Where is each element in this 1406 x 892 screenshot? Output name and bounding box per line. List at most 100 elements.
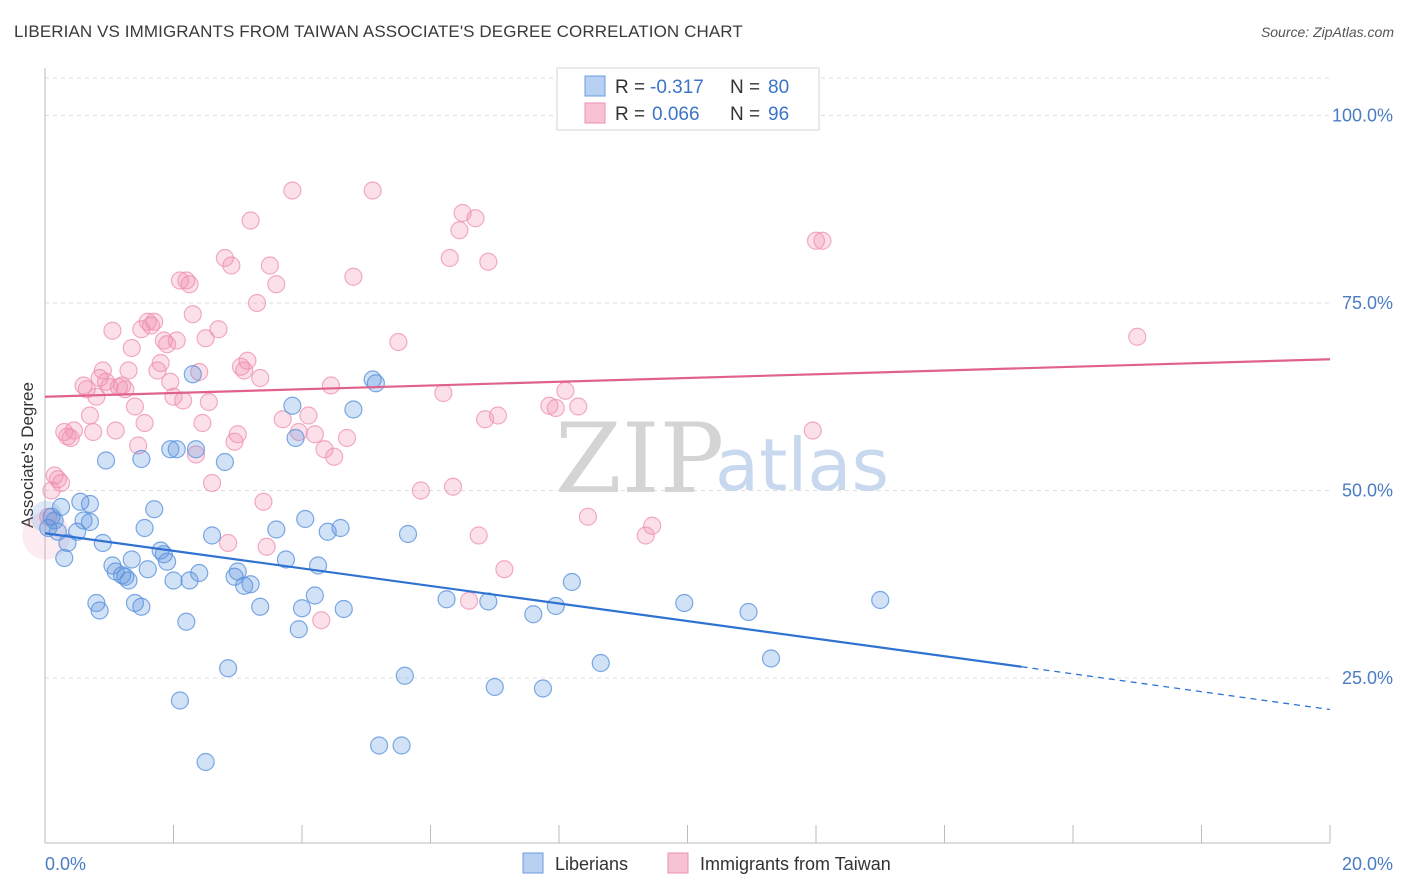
point-liberians-42 [219, 659, 238, 678]
point-liberians-76 [739, 602, 758, 622]
point-liberians-49 [276, 550, 296, 569]
point-taiwan-40 [174, 391, 193, 410]
point-taiwan-52 [219, 533, 238, 553]
point-taiwan-8 [64, 421, 84, 440]
point-taiwan-102 [1128, 327, 1147, 346]
point-liberians-39 [196, 752, 215, 772]
series-legend-swatch-pink [667, 852, 689, 874]
point-taiwan-61 [251, 368, 270, 388]
point-taiwan-89 [479, 252, 498, 271]
trend-lines [44, 358, 1331, 711]
legend-n-label-2: N = [730, 104, 760, 125]
point-taiwan-12 [84, 422, 103, 442]
point-liberians-54 [296, 509, 315, 529]
point-taiwan-44 [186, 445, 206, 464]
point-liberians-64 [392, 736, 411, 755]
y-tick-label-0: 100.0% [1332, 106, 1393, 126]
point-taiwan-62 [254, 492, 273, 511]
point-taiwan-25 [125, 397, 145, 416]
legend-swatch-blue [584, 75, 606, 97]
point-liberians-40 [202, 526, 222, 545]
series-legend: Liberians Immigrants from Taiwan [522, 852, 891, 874]
point-taiwan-77 [363, 181, 382, 200]
point-taiwan-63 [257, 537, 276, 556]
legend-swatch-pink [584, 102, 606, 124]
trend-line-liberians-dashed [1021, 666, 1331, 711]
series-legend-swatch-blue [522, 852, 544, 874]
point-liberians-4 [55, 548, 74, 568]
point-liberians-59 [334, 599, 353, 619]
point-taiwan-36 [161, 372, 180, 391]
point-taiwan-1 [42, 481, 61, 500]
point-taiwan-82 [443, 477, 463, 496]
point-liberians-48 [267, 520, 286, 539]
point-taiwan-73 [321, 376, 341, 395]
point-taiwan-95 [569, 397, 588, 416]
point-taiwan-98 [643, 516, 662, 535]
point-taiwan-79 [411, 481, 430, 500]
point-liberians-55 [305, 586, 324, 605]
point-taiwan-96 [578, 507, 598, 526]
point-taiwan-101 [813, 231, 832, 250]
point-liberians-77 [761, 649, 781, 668]
point-taiwan-66 [273, 410, 292, 429]
point-taiwan-10 [77, 380, 96, 399]
point-taiwan-46 [193, 413, 212, 433]
point-taiwan-87 [469, 526, 488, 545]
point-taiwan-13 [87, 387, 106, 406]
point-liberians-30 [161, 440, 180, 459]
point-liberians-45 [235, 576, 254, 595]
point-taiwan-65 [267, 275, 286, 294]
point-taiwan-28 [135, 413, 154, 433]
point-liberians-66 [398, 524, 418, 544]
axes [44, 68, 1331, 844]
point-taiwan-58 [238, 351, 257, 370]
point-taiwan-91 [495, 560, 514, 579]
point-liberians-67 [437, 590, 456, 609]
point-taiwan-55 [228, 425, 247, 444]
series-liberians-points [30, 365, 890, 772]
point-taiwan-53 [222, 256, 241, 275]
point-taiwan-86 [466, 209, 485, 228]
point-liberians-74 [591, 653, 610, 673]
trend-line-taiwan [44, 358, 1331, 398]
point-liberians-37 [186, 440, 206, 459]
point-taiwan-48 [199, 392, 218, 412]
point-liberians-26 [145, 500, 164, 519]
point-taiwan-4 [51, 473, 71, 493]
point-liberians-75 [675, 593, 694, 613]
point-taiwan-18 [103, 321, 122, 340]
point-taiwan-76 [344, 267, 363, 286]
point-liberians-41 [215, 452, 234, 472]
point-taiwan-26 [129, 436, 148, 455]
y-tick-label-2: 50.0% [1342, 481, 1393, 501]
point-taiwan-67 [283, 181, 302, 200]
point-liberians-70 [524, 605, 543, 624]
point-taiwan-93 [546, 398, 565, 418]
point-liberians-9 [80, 512, 100, 532]
point-taiwan-81 [440, 248, 459, 268]
point-liberians-62 [366, 374, 385, 393]
chart-source: Source: ZipAtlas.com [1260, 24, 1394, 40]
legend-r-value-2: 0.066 [652, 104, 700, 125]
trend-line-liberians [44, 532, 1022, 668]
watermark: ZIP atlas [555, 403, 889, 515]
point-taiwan-47 [196, 329, 215, 348]
tick-labels: 100.0% 75.0% 50.0% 25.0% 0.0% 20.0% [45, 106, 1393, 875]
point-liberians-79 [39, 518, 58, 538]
point-liberians-60 [344, 400, 363, 419]
point-taiwan-19 [106, 421, 125, 440]
point-taiwan-69 [299, 406, 318, 425]
point-taiwan-80 [434, 383, 453, 403]
point-taiwan-33 [151, 353, 170, 373]
point-liberians-23 [132, 449, 151, 469]
point-liberians-53 [292, 599, 312, 618]
point-liberians-22 [132, 597, 151, 616]
point-taiwan-57 [235, 361, 254, 380]
point-taiwan-100 [806, 231, 826, 250]
point-liberians-50 [283, 396, 302, 415]
legend-n-value-2: 96 [768, 104, 789, 125]
y-axis-label: Associate's Degree [18, 382, 37, 528]
point-taiwan-35 [157, 335, 177, 354]
point-taiwan-85 [459, 591, 479, 610]
